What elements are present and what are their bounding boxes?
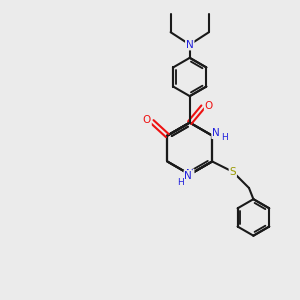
Text: O: O [143, 115, 151, 125]
Text: O: O [205, 101, 213, 111]
Text: S: S [230, 167, 236, 177]
Text: H: H [221, 133, 228, 142]
Text: N: N [186, 40, 194, 50]
Text: N: N [186, 169, 194, 179]
Text: N: N [212, 128, 220, 138]
Text: N: N [184, 171, 192, 181]
Text: H: H [178, 178, 184, 187]
